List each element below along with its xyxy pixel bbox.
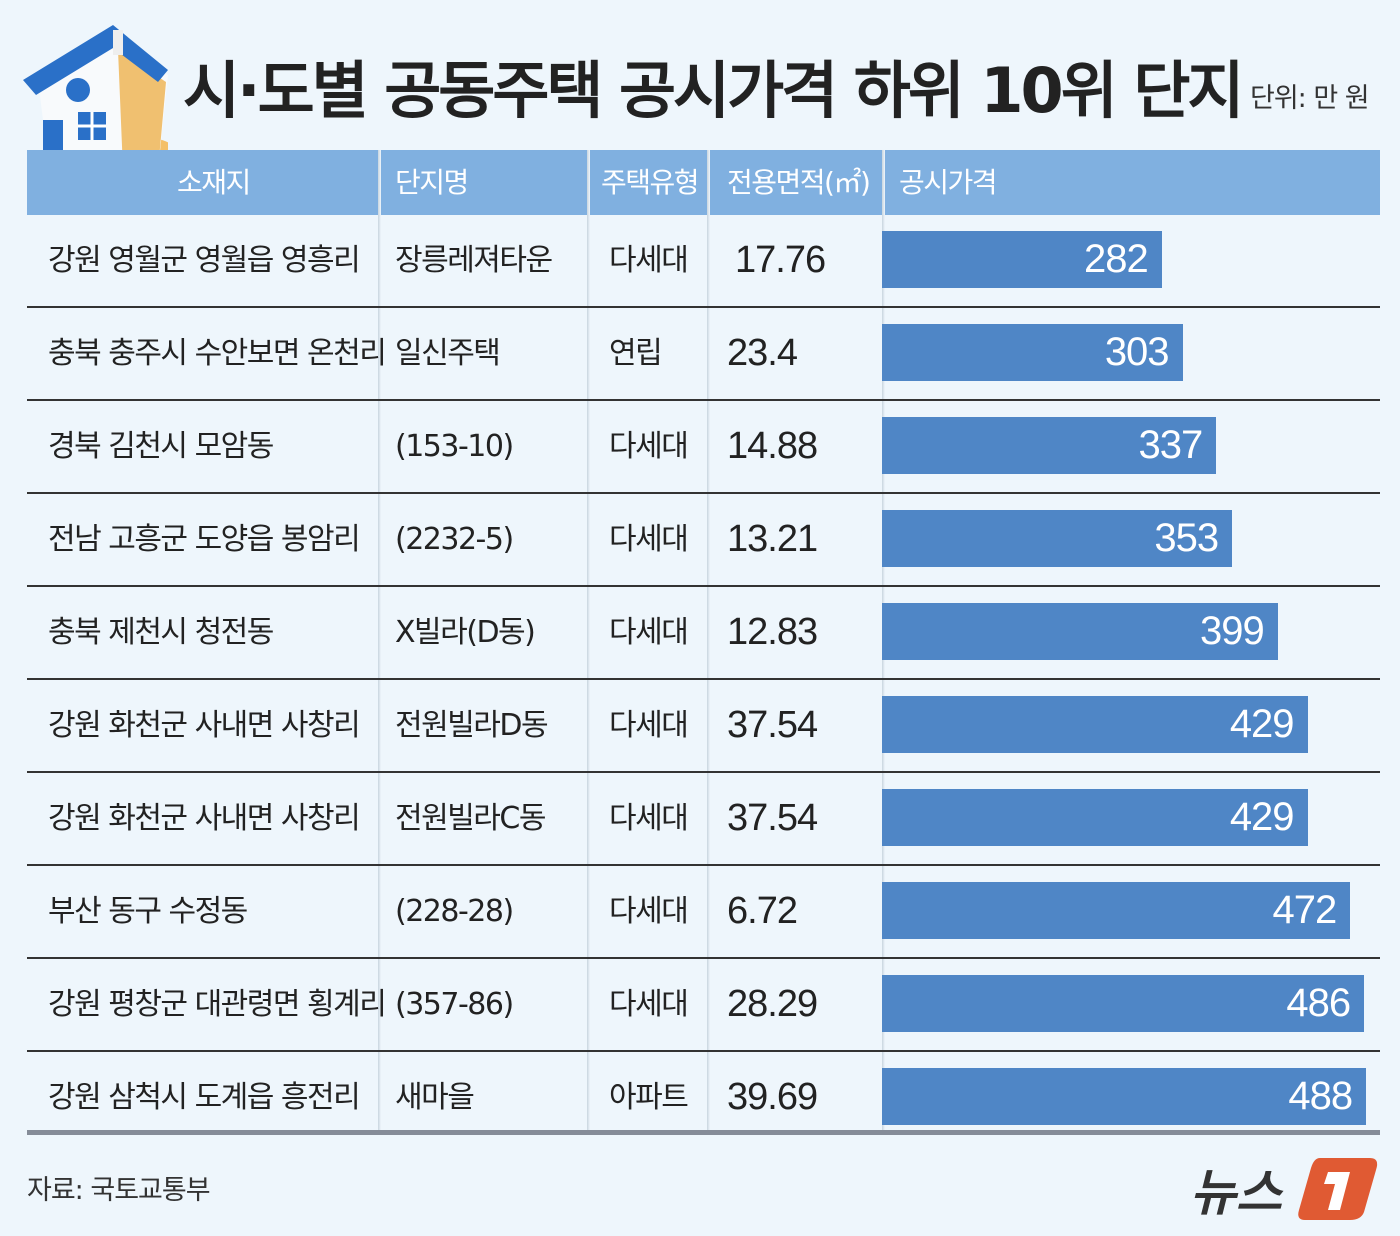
- price-bar: 429: [882, 696, 1308, 753]
- table-row: 강원 영월군 영월읍 영흥리 장릉레져타운 다세대 17.76 282: [27, 215, 1380, 308]
- cell-area: 37.54: [727, 704, 818, 746]
- table-row: 전남 고흥군 도양읍 봉암리 (2232-5) 다세대 13.21 353: [27, 494, 1380, 587]
- column-divider: [378, 150, 381, 1130]
- table-row: 부산 동구 수정동 (228-28) 다세대 6.72 472: [27, 866, 1380, 959]
- cell-location: 전남 고흥군 도양읍 봉암리: [48, 522, 361, 557]
- row-divider: [27, 585, 1380, 587]
- column-header-complex: 단지명: [395, 166, 469, 199]
- chart-title: 시·도별 공동주택 공시가격 하위 10위 단지: [183, 54, 1244, 127]
- cell-complex: 전원빌라C동: [395, 801, 546, 836]
- column-divider: [707, 150, 710, 1130]
- column-divider: [587, 150, 590, 1130]
- price-label: 488: [1288, 1074, 1353, 1118]
- cell-type: 다세대: [609, 894, 689, 929]
- row-divider: [27, 678, 1380, 680]
- price-label: 486: [1286, 981, 1351, 1025]
- cell-area: 12.83: [727, 611, 818, 653]
- cell-complex: X빌라(D동): [395, 615, 536, 650]
- row-divider: [27, 864, 1380, 866]
- price-label: 353: [1154, 516, 1219, 560]
- column-header-type: 주택유형: [601, 166, 700, 199]
- cell-complex: (357-86): [395, 987, 514, 1022]
- row-divider: [27, 399, 1380, 401]
- price-bar: 353: [882, 510, 1233, 567]
- row-divider: [27, 771, 1380, 773]
- price-bar: 486: [882, 975, 1365, 1032]
- cell-area: 37.54: [727, 797, 818, 839]
- price-bar: 282: [882, 231, 1162, 288]
- news1-logo: 뉴스: [1190, 1158, 1378, 1222]
- cell-type: 다세대: [609, 522, 689, 557]
- table-row: 강원 삼척시 도계읍 흥전리 새마을 아파트 39.69 488: [27, 1052, 1380, 1145]
- row-divider: [27, 1050, 1380, 1052]
- price-bar: 488: [882, 1068, 1367, 1125]
- cell-location: 강원 영월군 영월읍 영흥리: [48, 243, 361, 278]
- price-label: 472: [1272, 888, 1337, 932]
- cell-location: 강원 삼척시 도계읍 흥전리: [48, 1080, 361, 1115]
- table-row: 경북 김천시 모암동 (153-10) 다세대 14.88 337: [27, 401, 1380, 494]
- svg-text:뉴스: 뉴스: [1190, 1164, 1284, 1222]
- table-row: 강원 화천군 사내면 사창리 전원빌라C동 다세대 37.54 429: [27, 773, 1380, 866]
- cell-type: 다세대: [609, 243, 689, 278]
- cell-area: 6.72: [727, 890, 798, 932]
- row-divider: [27, 306, 1380, 308]
- cell-complex: 일신주택: [395, 336, 501, 371]
- cell-area: 28.29: [727, 983, 818, 1025]
- cell-complex: 새마을: [395, 1080, 475, 1115]
- row-divider: [27, 492, 1380, 494]
- cell-complex: (2232-5): [395, 522, 514, 557]
- source-note: 자료: 국토교통부: [27, 1175, 211, 1206]
- column-header-area: 전용면적(㎡): [727, 166, 871, 199]
- table-header: 소재지 단지명 주택유형 전용면적(㎡) 공시가격: [27, 150, 1380, 215]
- table-row: 충북 제천시 청전동 X빌라(D동) 다세대 12.83 399: [27, 587, 1380, 680]
- price-label: 337: [1138, 423, 1204, 467]
- cell-location: 경북 김천시 모암동: [48, 429, 274, 464]
- cell-area: 14.88: [727, 425, 818, 467]
- table-bottom-rule: [27, 1130, 1380, 1135]
- cell-area: 17.76: [735, 239, 826, 281]
- cell-location: 강원 화천군 사내면 사창리: [48, 708, 361, 743]
- table-row: 충북 충주시 수안보면 온천리 일신주택 연립 23.4 303: [27, 308, 1380, 401]
- price-bar: 337: [882, 417, 1217, 474]
- cell-type: 다세대: [609, 708, 689, 743]
- cell-type: 다세대: [609, 615, 689, 650]
- cell-complex: 장릉레져타운: [395, 243, 553, 278]
- cell-area: 39.69: [727, 1076, 818, 1118]
- cell-complex: (153-10): [395, 429, 514, 464]
- table-row: 강원 화천군 사내면 사창리 전원빌라D동 다세대 37.54 429: [27, 680, 1380, 773]
- price-label: 429: [1229, 795, 1295, 839]
- cell-type: 아파트: [609, 1080, 689, 1115]
- cell-type: 다세대: [609, 801, 689, 836]
- cell-type: 다세대: [609, 987, 689, 1022]
- price-label: 429: [1229, 702, 1295, 746]
- price-bar: 303: [882, 324, 1183, 381]
- price-bar: 399: [882, 603, 1278, 660]
- price-bar: 472: [882, 882, 1351, 939]
- cell-complex: 전원빌라D동: [395, 708, 549, 743]
- price-label: 282: [1083, 237, 1149, 281]
- cell-location: 부산 동구 수정동: [48, 894, 248, 929]
- cell-area: 23.4: [727, 332, 798, 374]
- cell-location: 강원 평창군 대관령면 횡계리: [48, 987, 387, 1022]
- cell-complex: (228-28): [395, 894, 514, 929]
- cell-location: 충북 충주시 수안보면 온천리: [48, 336, 387, 371]
- table-row: 강원 평창군 대관령면 횡계리 (357-86) 다세대 28.29 486: [27, 959, 1380, 1052]
- unit-label: 단위: 만 원: [1250, 83, 1370, 114]
- price-bar: 429: [882, 789, 1308, 846]
- column-header-location: 소재지: [177, 166, 251, 199]
- cell-type: 연립: [609, 336, 663, 371]
- cell-location: 충북 제천시 청전동: [48, 615, 274, 650]
- cell-type: 다세대: [609, 429, 689, 464]
- cell-area: 13.21: [727, 518, 818, 560]
- price-label: 303: [1104, 330, 1170, 374]
- row-divider: [27, 957, 1380, 959]
- cell-location: 강원 화천군 사내면 사창리: [48, 801, 361, 836]
- price-label: 399: [1200, 609, 1265, 653]
- column-header-price: 공시가격: [899, 166, 998, 199]
